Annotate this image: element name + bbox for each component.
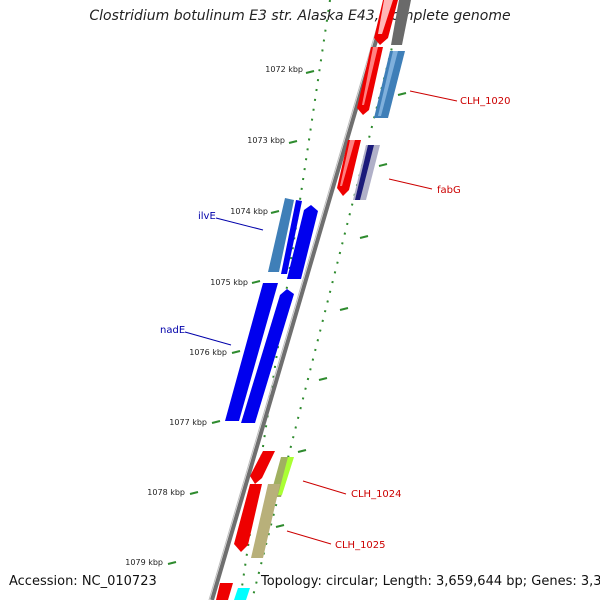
genome-backbone	[210, 0, 390, 600]
gene-bottom-cyan[interactable]	[234, 588, 250, 600]
gene-label: nadE	[160, 325, 185, 336]
gene-label: CLH_1020	[460, 96, 511, 107]
gene-clh1024-red[interactable]	[250, 451, 275, 484]
gene-clh1024-lime[interactable]	[278, 457, 294, 495]
gene-fabG-core[interactable]	[355, 145, 374, 200]
outer-dotted-ring	[239, 0, 331, 600]
tick-label: 1073 kbp	[247, 136, 285, 145]
tick-label: 1078 kbp	[147, 488, 185, 497]
gene-label: fabG	[437, 185, 461, 196]
label-clh1024[interactable]: CLH_1024	[302, 480, 402, 500]
tick-1075: 1075 kbp	[210, 278, 261, 287]
gene-fabG-highlight[interactable]	[340, 140, 355, 186]
label-clh1025[interactable]: CLH_1025	[286, 530, 386, 551]
gene-top-pink[interactable]	[378, 0, 393, 34]
gene-clh1025-red[interactable]	[234, 484, 262, 552]
tick-label: 1072 kbp	[265, 65, 303, 74]
gene-ilvE-blue[interactable]	[281, 200, 302, 274]
tick-1078: 1078 kbp	[147, 488, 199, 497]
gene-bottom-red[interactable]	[216, 583, 233, 600]
accession-text: Accession: NC_010723	[9, 574, 157, 589]
gene-ilvE-neighbor[interactable]	[287, 205, 318, 279]
tick-label: 1074 kbp	[230, 207, 268, 216]
gene-clh1019-highlight[interactable]	[362, 47, 378, 105]
gene-top-gray[interactable]	[391, 0, 411, 45]
tick-1073: 1073 kbp	[247, 136, 298, 145]
forward-ring-ticks	[275, 92, 407, 528]
tick-1072: 1072 kbp	[265, 65, 315, 74]
label-nadE[interactable]: nadE	[160, 325, 232, 346]
tick-1076: 1076 kbp	[189, 348, 241, 357]
label-clh1020[interactable]: CLH_1020	[409, 90, 511, 107]
tick-1077: 1077 kbp	[169, 418, 221, 427]
tick-label: 1077 kbp	[169, 418, 207, 427]
tick-1079: 1079 kbp	[125, 558, 177, 567]
gene-ilvE[interactable]	[268, 198, 294, 272]
tick-label: 1079 kbp	[125, 558, 163, 567]
gene-clh1025[interactable]	[251, 484, 280, 558]
gene-label: CLH_1025	[335, 540, 386, 551]
label-fabG[interactable]: fabG	[388, 178, 461, 196]
gene-clh1020-highlight[interactable]	[378, 51, 398, 116]
gene-label: ilvE	[198, 211, 216, 222]
tick-1074: 1074 kbp	[230, 207, 280, 216]
gene-label: CLH_1024	[351, 489, 402, 500]
tick-label: 1076 kbp	[189, 348, 227, 357]
topology-text: Topology: circular; Length: 3,659,644 bp…	[261, 574, 600, 589]
genome-backbone-highlight	[208, 0, 386, 600]
label-ilvE[interactable]: ilvE	[198, 211, 264, 231]
gene-nadE[interactable]	[225, 283, 278, 421]
tick-label: 1075 kbp	[210, 278, 248, 287]
gene-nadE-neighbor[interactable]	[241, 289, 294, 423]
